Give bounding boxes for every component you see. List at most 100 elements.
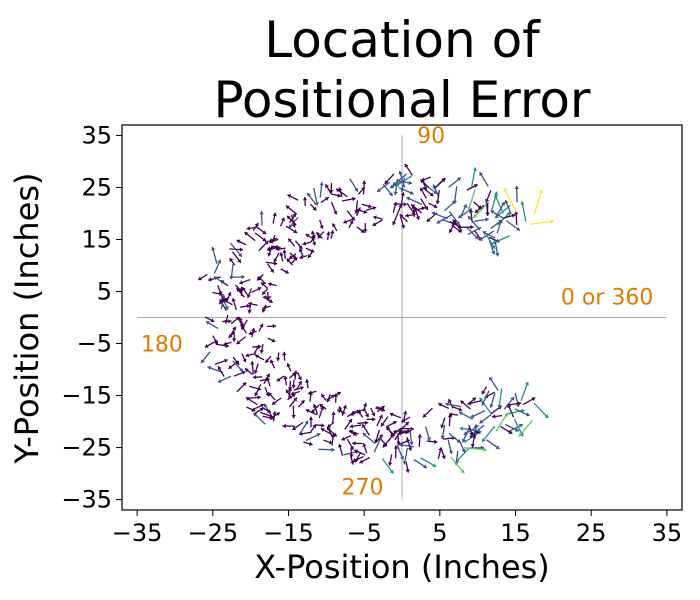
error-vector-head bbox=[352, 458, 357, 463]
error-vector-head bbox=[520, 201, 525, 205]
error-vector-head bbox=[438, 402, 443, 407]
error-vector-head bbox=[402, 410, 408, 415]
error-vector-head bbox=[285, 205, 290, 210]
error-vector-head bbox=[448, 450, 454, 455]
error-vector-head bbox=[272, 411, 277, 415]
angle-annotations: 90 0 or 360 180 270 bbox=[141, 124, 653, 500]
error-vector-head bbox=[330, 394, 335, 399]
error-vector bbox=[495, 412, 509, 432]
error-vector-head bbox=[241, 370, 246, 375]
error-vector-head bbox=[400, 224, 406, 229]
error-vector-head bbox=[265, 377, 270, 382]
error-vector bbox=[503, 187, 518, 213]
error-vector-head bbox=[320, 428, 325, 432]
error-vector-head bbox=[525, 412, 530, 417]
error-vector-head bbox=[348, 418, 352, 423]
error-vector-head bbox=[258, 276, 263, 281]
error-vector-head bbox=[354, 187, 358, 192]
error-vector-head bbox=[299, 431, 303, 436]
error-vector-head bbox=[460, 469, 465, 474]
error-vector-head bbox=[229, 258, 234, 263]
error-vector-head bbox=[312, 206, 317, 211]
error-vector-head bbox=[506, 212, 511, 217]
error-vector-head bbox=[324, 197, 329, 201]
error-vector-head bbox=[320, 406, 325, 410]
error-vector-head bbox=[238, 252, 242, 257]
error-vector bbox=[491, 191, 498, 211]
error-vector-head bbox=[273, 258, 278, 263]
error-vector bbox=[521, 201, 527, 222]
error-vector-head bbox=[292, 372, 296, 377]
error-vector-head bbox=[395, 182, 400, 187]
error-vector-head bbox=[497, 404, 502, 408]
error-vector-head bbox=[343, 219, 348, 224]
error-vector-head bbox=[426, 217, 431, 222]
error-vector-head bbox=[308, 416, 314, 420]
error-vector-head bbox=[204, 343, 209, 348]
error-vector-head bbox=[481, 390, 486, 395]
error-vectors bbox=[197, 163, 554, 474]
error-vector-head bbox=[485, 217, 489, 222]
error-vector-head bbox=[298, 381, 302, 386]
error-vector-head bbox=[270, 415, 274, 421]
error-vector bbox=[450, 456, 465, 474]
error-vector-head bbox=[459, 411, 463, 416]
error-vector-head bbox=[491, 414, 496, 419]
error-vector-head bbox=[287, 387, 293, 391]
error-vector-head bbox=[259, 211, 264, 215]
error-vector-head bbox=[489, 404, 494, 408]
error-vector-head bbox=[438, 447, 443, 451]
error-vector-head bbox=[319, 182, 324, 186]
error-vector-head bbox=[273, 261, 278, 266]
error-vector-head bbox=[267, 252, 272, 257]
error-vector-head bbox=[483, 447, 487, 452]
error-vector-head bbox=[451, 200, 456, 205]
error-vector-head bbox=[392, 429, 397, 434]
error-vector-head bbox=[312, 424, 316, 429]
error-vector-head bbox=[424, 206, 429, 210]
error-vector-head bbox=[291, 223, 297, 228]
error-vector-head bbox=[384, 180, 389, 185]
error-vector-head bbox=[364, 413, 369, 418]
angle-annotation: 90 bbox=[417, 124, 445, 149]
error-vector-head bbox=[219, 299, 224, 303]
error-vector-head bbox=[469, 431, 474, 436]
error-vector-head bbox=[396, 441, 401, 445]
error-vector-head bbox=[224, 305, 229, 310]
error-vector bbox=[518, 419, 533, 438]
error-vector-head bbox=[228, 365, 233, 369]
angle-annotation: 180 bbox=[141, 332, 183, 357]
error-vector-head bbox=[321, 423, 325, 428]
error-vector-head bbox=[292, 426, 297, 431]
error-vector-head bbox=[364, 420, 369, 426]
error-vector-head bbox=[474, 209, 479, 213]
error-vector-head bbox=[538, 189, 544, 194]
error-vector-head bbox=[265, 358, 270, 363]
error-vector-head bbox=[225, 343, 229, 348]
reference-lines bbox=[137, 135, 667, 500]
error-vector-head bbox=[351, 411, 356, 416]
error-vector-head bbox=[362, 180, 367, 184]
error-vector bbox=[455, 447, 471, 463]
error-vector-head bbox=[393, 191, 398, 196]
error-vector-head bbox=[242, 358, 247, 363]
y-axis-ticks: −35 −25 −15 −5 5 15 25 35 bbox=[61, 121, 122, 514]
error-vector-head bbox=[431, 211, 436, 216]
error-vector-head bbox=[472, 167, 478, 171]
error-vector-head bbox=[383, 442, 388, 446]
error-vector-head bbox=[389, 412, 394, 417]
error-vector-head bbox=[271, 400, 276, 405]
error-vector-head bbox=[321, 394, 325, 398]
error-vector-head bbox=[259, 407, 264, 412]
error-vector-head bbox=[272, 323, 276, 329]
error-vector-head bbox=[329, 189, 334, 194]
error-vector-head bbox=[336, 188, 340, 193]
y-tick-label: −5 bbox=[77, 330, 112, 358]
error-vector-head bbox=[224, 358, 228, 363]
error-vector-head bbox=[330, 230, 335, 234]
error-vector-head bbox=[275, 357, 281, 362]
error-vector-head bbox=[479, 236, 484, 241]
error-vector-head bbox=[360, 229, 365, 233]
error-vector-head bbox=[311, 408, 316, 413]
error-vector-head bbox=[470, 443, 476, 448]
